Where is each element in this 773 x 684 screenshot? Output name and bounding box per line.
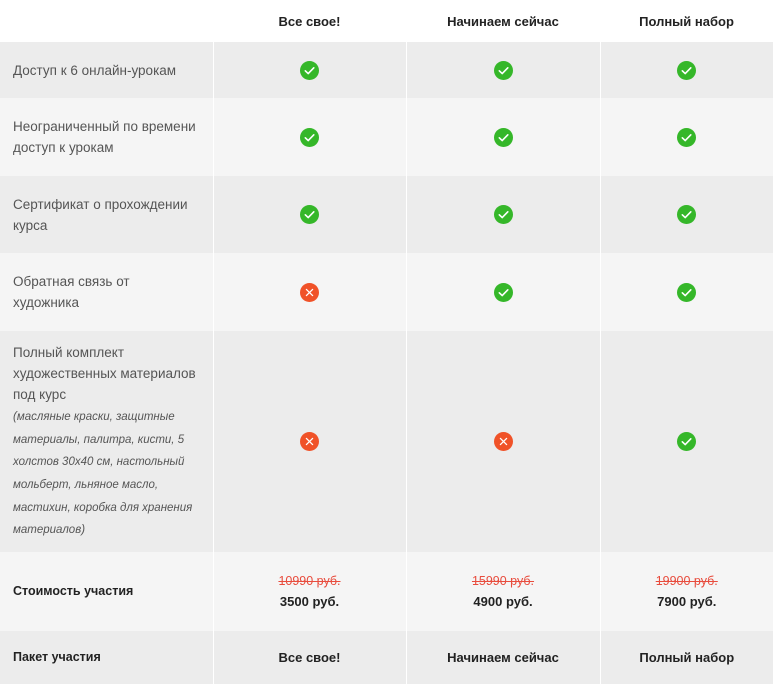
feature-label: Неограниченный по времени доступ к урока… bbox=[0, 98, 213, 176]
header-plan-1: Все свое! bbox=[213, 0, 406, 42]
feature-label-line: Неограниченный по времени bbox=[13, 119, 196, 134]
feature-label: Сертификат о прохождении курса bbox=[0, 176, 213, 253]
feature-label: Полный комплект художественных материало… bbox=[0, 331, 213, 552]
new-price: 4900 руб. bbox=[473, 594, 533, 609]
check-icon bbox=[300, 205, 319, 224]
feature-row: Полный комплект художественных материало… bbox=[0, 331, 773, 552]
old-price: 10990 руб. bbox=[278, 574, 341, 588]
check-icon bbox=[493, 127, 513, 147]
package-label: Пакет участия bbox=[13, 650, 101, 664]
note-line: мольберт, льняное масло, bbox=[13, 479, 159, 491]
feature-label-line: Обратная связь от bbox=[13, 274, 130, 289]
cross-icon bbox=[300, 432, 319, 451]
cross-icon bbox=[300, 282, 319, 302]
package-row: Пакет участия Все свое! Начинаем сейчас … bbox=[0, 631, 773, 684]
check-icon bbox=[300, 60, 319, 80]
feature-label-line: Доступ к 6 онлайн-урокам bbox=[13, 62, 177, 78]
feature-label-line: Сертификат о прохождении bbox=[13, 196, 188, 212]
check-icon bbox=[677, 432, 697, 451]
check-icon bbox=[493, 282, 513, 302]
feature-row: Неограниченный по времени доступ к урока… bbox=[0, 98, 773, 176]
feature-label-line: Полный комплект bbox=[13, 344, 125, 360]
header-empty bbox=[0, 0, 213, 42]
feature-row: Доступ к 6 онлайн-урокам bbox=[0, 42, 773, 98]
check-icon bbox=[493, 60, 513, 80]
header-plan-2: Начинаем сейчас bbox=[406, 0, 600, 42]
feature-label-line: доступ к урокам bbox=[13, 140, 114, 155]
feature-row: Обратная связь от художника bbox=[0, 253, 773, 331]
feature-label: Доступ к 6 онлайн-урокам bbox=[0, 42, 213, 98]
feature-label-line: художника bbox=[13, 295, 80, 310]
header-plan-3: Полный набор bbox=[600, 0, 773, 42]
note-line: материалы, палитра, кисти, 5 bbox=[13, 433, 185, 446]
feature-label: Обратная связь от художника bbox=[0, 253, 213, 331]
old-price: 19900 руб. bbox=[655, 574, 718, 588]
price-row: Стоимость участия 10990 руб. 3500 руб. 1… bbox=[0, 552, 773, 631]
check-icon bbox=[677, 127, 697, 147]
header-row: Все свое! Начинаем сейчас Полный набор bbox=[0, 0, 773, 42]
new-price: 3500 руб. bbox=[279, 594, 340, 609]
package-option-3[interactable]: Полный набор bbox=[599, 631, 773, 684]
package-option-2[interactable]: Начинаем сейчас bbox=[405, 631, 600, 684]
new-price: 7900 руб. bbox=[657, 594, 717, 609]
note-line: материалов) bbox=[13, 524, 86, 537]
feature-note: (масляные краски, защитные материалы, па… bbox=[13, 411, 192, 537]
cross-icon bbox=[493, 432, 513, 451]
note-line: (масляные краски, защитные bbox=[13, 410, 175, 423]
feature-label-line: под курс bbox=[13, 386, 67, 402]
package-option-1[interactable]: Все свое! bbox=[212, 631, 406, 684]
check-icon bbox=[677, 60, 697, 80]
price-label: Стоимость участия bbox=[13, 584, 134, 598]
note-line: холстов 30х40 см, настольный bbox=[13, 456, 185, 469]
check-icon bbox=[677, 205, 697, 224]
feature-label-line: художественных материалов bbox=[13, 365, 196, 381]
old-price: 15990 руб. bbox=[471, 574, 535, 588]
check-icon bbox=[493, 205, 513, 224]
check-icon bbox=[300, 127, 319, 147]
note-line: мастихин, коробка для хранения bbox=[13, 501, 193, 514]
check-icon bbox=[677, 282, 697, 302]
feature-row: Сертификат о прохождении курса bbox=[0, 176, 773, 253]
feature-label-line: курса bbox=[13, 217, 48, 233]
